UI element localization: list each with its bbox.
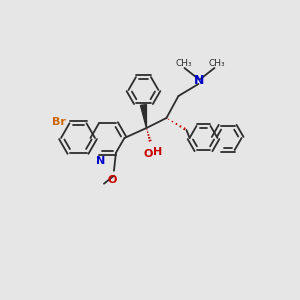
Text: CH₃: CH₃: [208, 58, 225, 68]
Text: O: O: [107, 175, 117, 185]
Polygon shape: [140, 105, 146, 128]
Text: O: O: [144, 149, 153, 159]
Text: N: N: [96, 156, 106, 166]
Text: H: H: [153, 147, 162, 157]
Text: Br: Br: [52, 117, 65, 127]
Text: CH₃: CH₃: [175, 58, 192, 68]
Text: N: N: [194, 74, 205, 88]
